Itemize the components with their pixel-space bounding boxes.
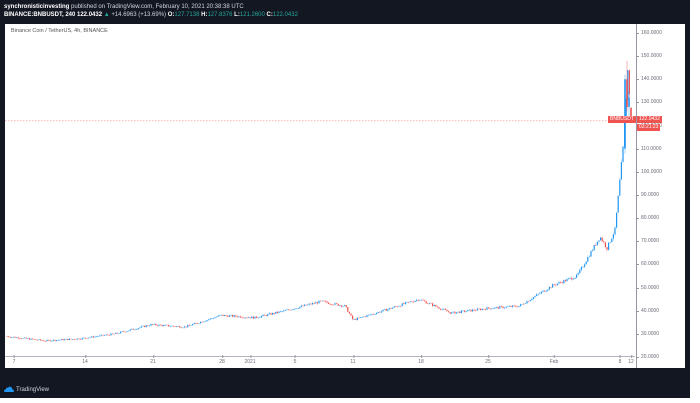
high-value: 127.8376 (207, 12, 233, 18)
chart-frame: synchronisticinvesting published on Trad… (0, 0, 690, 398)
price-tick: 20.0000 (635, 354, 660, 360)
price-tick: 70.0000 (635, 238, 660, 245)
time-tick: Feb (549, 355, 559, 365)
price-tick: 90.0000 (635, 192, 660, 198)
open-value: 127.7138 (174, 12, 200, 18)
price-axis[interactable]: 160.0000150.0000140.0000130.0000120.0000… (635, 24, 686, 368)
time-tick: 28 (219, 355, 225, 365)
time-tick: 2021 (244, 355, 256, 365)
price-tick: 100.0000 (636, 168, 662, 175)
price-tick: 50.0000 (635, 284, 660, 291)
price-change: +14.6963 (+13.69%) (111, 12, 167, 18)
time-tick: 5 (293, 355, 297, 365)
published-text: published on TradingView.com, February 1… (71, 4, 244, 10)
price-tick: 130.0000 (636, 99, 662, 106)
price-tick: 60.0000 (635, 261, 660, 268)
chart-panel: Binance Coin / TetherUS, 4h, BINANCE 160… (5, 24, 685, 368)
countdown-label: 03:21:23 (637, 124, 661, 131)
symbol-price-label: BNBUSDT (608, 116, 636, 123)
price-tick: 140.0000 (636, 76, 662, 83)
price-tick: 80.0000 (635, 215, 660, 222)
open-label: O: (167, 12, 175, 18)
time-axis[interactable]: 7 14 21 28 2021 5 11 18 25 Feb 8 12 (5, 355, 635, 369)
price-tick: 30.0000 (635, 330, 660, 337)
close-value: 122.0432 (272, 12, 298, 18)
symbol-line: BINANCE:BNBUSDT, 240 122.0432 (4, 12, 103, 18)
chart-title: Binance Coin / TetherUS, 4h, BINANCE (11, 28, 108, 34)
time-tick: 25 (485, 355, 491, 365)
time-tick: 7 (12, 355, 16, 365)
low-value: 121.2600 (239, 12, 265, 18)
chart-header: synchronisticinvesting published on Trad… (4, 3, 298, 19)
up-arrow-icon: ▲ (103, 12, 110, 18)
time-tick: 8 (618, 355, 622, 365)
last-price-label: 122.0432 (637, 116, 662, 123)
price-tick: 40.0000 (635, 307, 660, 314)
price-tick: 150.0000 (636, 53, 662, 60)
low-label: L: (234, 12, 240, 18)
time-tick: 12 (628, 355, 634, 365)
time-tick: 18 (418, 355, 424, 365)
price-tick: 110.0000 (635, 145, 662, 152)
candlestick-series (5, 60, 635, 342)
high-label: H: (201, 12, 208, 18)
tradingview-footer[interactable]: TradingView (4, 386, 49, 393)
author-name[interactable]: synchronisticinvesting (4, 4, 70, 10)
cloud-logo-icon (4, 386, 14, 392)
time-tick: 21 (150, 355, 156, 365)
price-tick: 160.0000 (636, 30, 662, 36)
time-tick: 11 (350, 355, 356, 365)
tradingview-brand: TradingView (16, 386, 50, 393)
time-tick: 14 (82, 355, 88, 365)
close-label: C: (266, 12, 273, 18)
plot-area[interactable]: Binance Coin / TetherUS, 4h, BINANCE (5, 24, 635, 368)
